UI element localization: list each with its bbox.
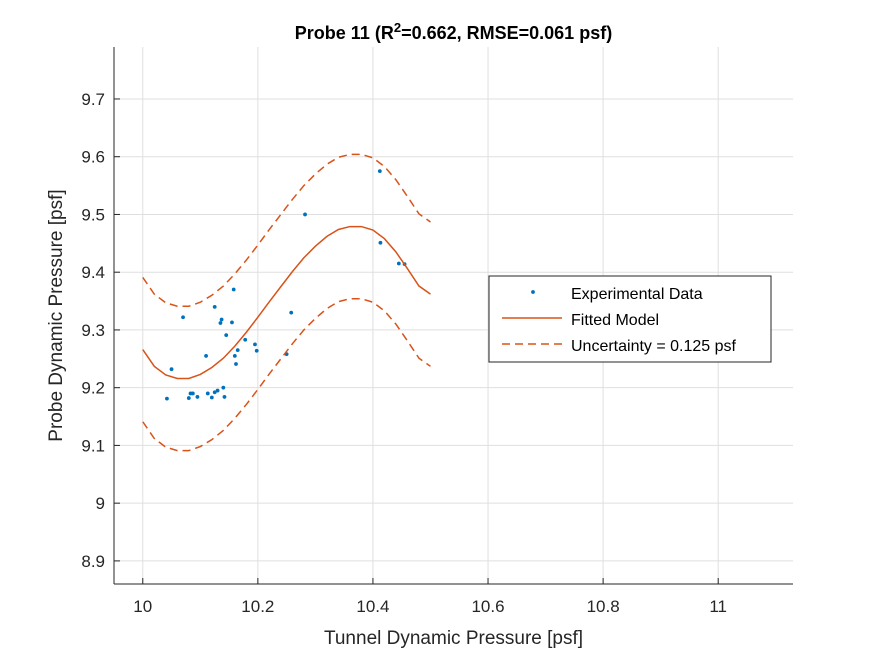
- tick-labels: 10 10.2 10.4 10.6 10.8 11 8.9 9 9.1 9.2 9.3 9.4 9.5 9…: [81, 90, 727, 616]
- series-layer: [142, 153, 431, 452]
- data-point: [224, 333, 229, 338]
- y-tick-label: 8.9: [81, 552, 105, 571]
- legend: Experimental Data Fitted Model Uncertain…: [488, 275, 772, 363]
- data-point: [254, 348, 259, 353]
- x-tick-label: 11: [709, 597, 727, 616]
- data-point: [219, 317, 224, 322]
- data-point: [205, 391, 210, 396]
- data-point: [169, 367, 174, 372]
- data-point: [209, 395, 214, 400]
- data-point: [204, 354, 208, 358]
- fitted-model-line: [142, 225, 431, 380]
- x-tick-label: 10.2: [241, 597, 274, 616]
- uncertainty-lower-line: [142, 298, 431, 452]
- data-point: [215, 388, 220, 393]
- data-point: [377, 169, 382, 174]
- y-tick-label: 9.4: [81, 263, 105, 282]
- data-point: [165, 396, 169, 401]
- data-point: [232, 354, 237, 358]
- legend-label-fitted-model: Fitted Model: [571, 312, 659, 329]
- grid: [114, 47, 793, 584]
- data-point: [218, 321, 223, 325]
- data-point: [235, 348, 240, 353]
- data-point: [181, 315, 185, 320]
- y-tick-label: 9.2: [81, 379, 105, 398]
- y-tick-label: 9.5: [81, 205, 105, 224]
- axes: [113, 47, 793, 585]
- data-point: [190, 391, 195, 396]
- data-point: [303, 212, 307, 217]
- data-point: [212, 304, 217, 309]
- y-tick-label: 9.3: [81, 321, 105, 340]
- y-tick-label: 9: [96, 494, 105, 513]
- data-point: [378, 240, 383, 245]
- y-tick-label: 9.6: [81, 148, 105, 167]
- data-point: [186, 396, 191, 400]
- x-axis-label: Tunnel Dynamic Pressure [psf]: [324, 628, 583, 649]
- data-point: [231, 287, 236, 292]
- chart-title: Probe 11 (R2=0.662, RMSE=0.061 psf): [295, 20, 612, 43]
- y-axis-label: Probe Dynamic Pressure [psf]: [46, 189, 67, 441]
- data-point: [195, 395, 200, 399]
- x-tick-label: 10: [133, 597, 152, 616]
- legend-box: [488, 275, 772, 363]
- y-tick-label: 9.1: [81, 436, 105, 455]
- data-point: [396, 261, 401, 266]
- data-point: [234, 362, 238, 366]
- x-tick-label: 10.6: [471, 597, 504, 616]
- uncertainty-upper-line: [142, 153, 431, 308]
- x-tick-label: 10.8: [587, 597, 620, 616]
- data-point: [230, 320, 234, 325]
- data-point: [243, 337, 248, 342]
- data-point: [221, 385, 226, 390]
- data-point: [222, 395, 227, 399]
- y-tick-label: 9.7: [81, 90, 105, 109]
- x-tick-label: 10.4: [356, 597, 389, 616]
- legend-label-uncertainty: Uncertainty = 0.125 psf: [571, 338, 737, 355]
- data-point: [289, 310, 294, 315]
- legend-label-experimental-data: Experimental Data: [571, 286, 703, 303]
- data-point: [253, 342, 257, 347]
- legend-marker-experimental-data: [531, 290, 535, 294]
- data-point: [212, 390, 217, 395]
